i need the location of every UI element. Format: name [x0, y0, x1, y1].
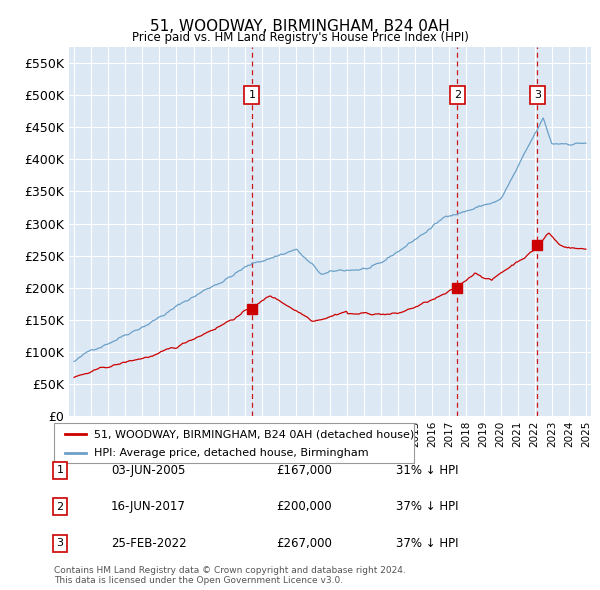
Text: 25-FEB-2022: 25-FEB-2022	[111, 537, 187, 550]
Text: £167,000: £167,000	[276, 464, 332, 477]
Text: £200,000: £200,000	[276, 500, 332, 513]
Text: 3: 3	[534, 90, 541, 100]
Text: Contains HM Land Registry data © Crown copyright and database right 2024.
This d: Contains HM Land Registry data © Crown c…	[54, 566, 406, 585]
Text: 2: 2	[454, 90, 461, 100]
FancyBboxPatch shape	[54, 423, 414, 463]
Text: 37% ↓ HPI: 37% ↓ HPI	[396, 500, 458, 513]
Text: HPI: Average price, detached house, Birmingham: HPI: Average price, detached house, Birm…	[94, 448, 368, 458]
Text: 51, WOODWAY, BIRMINGHAM, B24 0AH (detached house): 51, WOODWAY, BIRMINGHAM, B24 0AH (detach…	[94, 430, 414, 440]
Text: Price paid vs. HM Land Registry's House Price Index (HPI): Price paid vs. HM Land Registry's House …	[131, 31, 469, 44]
Text: 51, WOODWAY, BIRMINGHAM, B24 0AH: 51, WOODWAY, BIRMINGHAM, B24 0AH	[150, 19, 450, 34]
Text: 1: 1	[56, 466, 64, 475]
Text: 37% ↓ HPI: 37% ↓ HPI	[396, 537, 458, 550]
Text: 2: 2	[56, 502, 64, 512]
Text: 1: 1	[248, 90, 256, 100]
Text: 3: 3	[56, 539, 64, 548]
Text: 16-JUN-2017: 16-JUN-2017	[111, 500, 186, 513]
Text: £267,000: £267,000	[276, 537, 332, 550]
Text: 31% ↓ HPI: 31% ↓ HPI	[396, 464, 458, 477]
Text: 03-JUN-2005: 03-JUN-2005	[111, 464, 185, 477]
